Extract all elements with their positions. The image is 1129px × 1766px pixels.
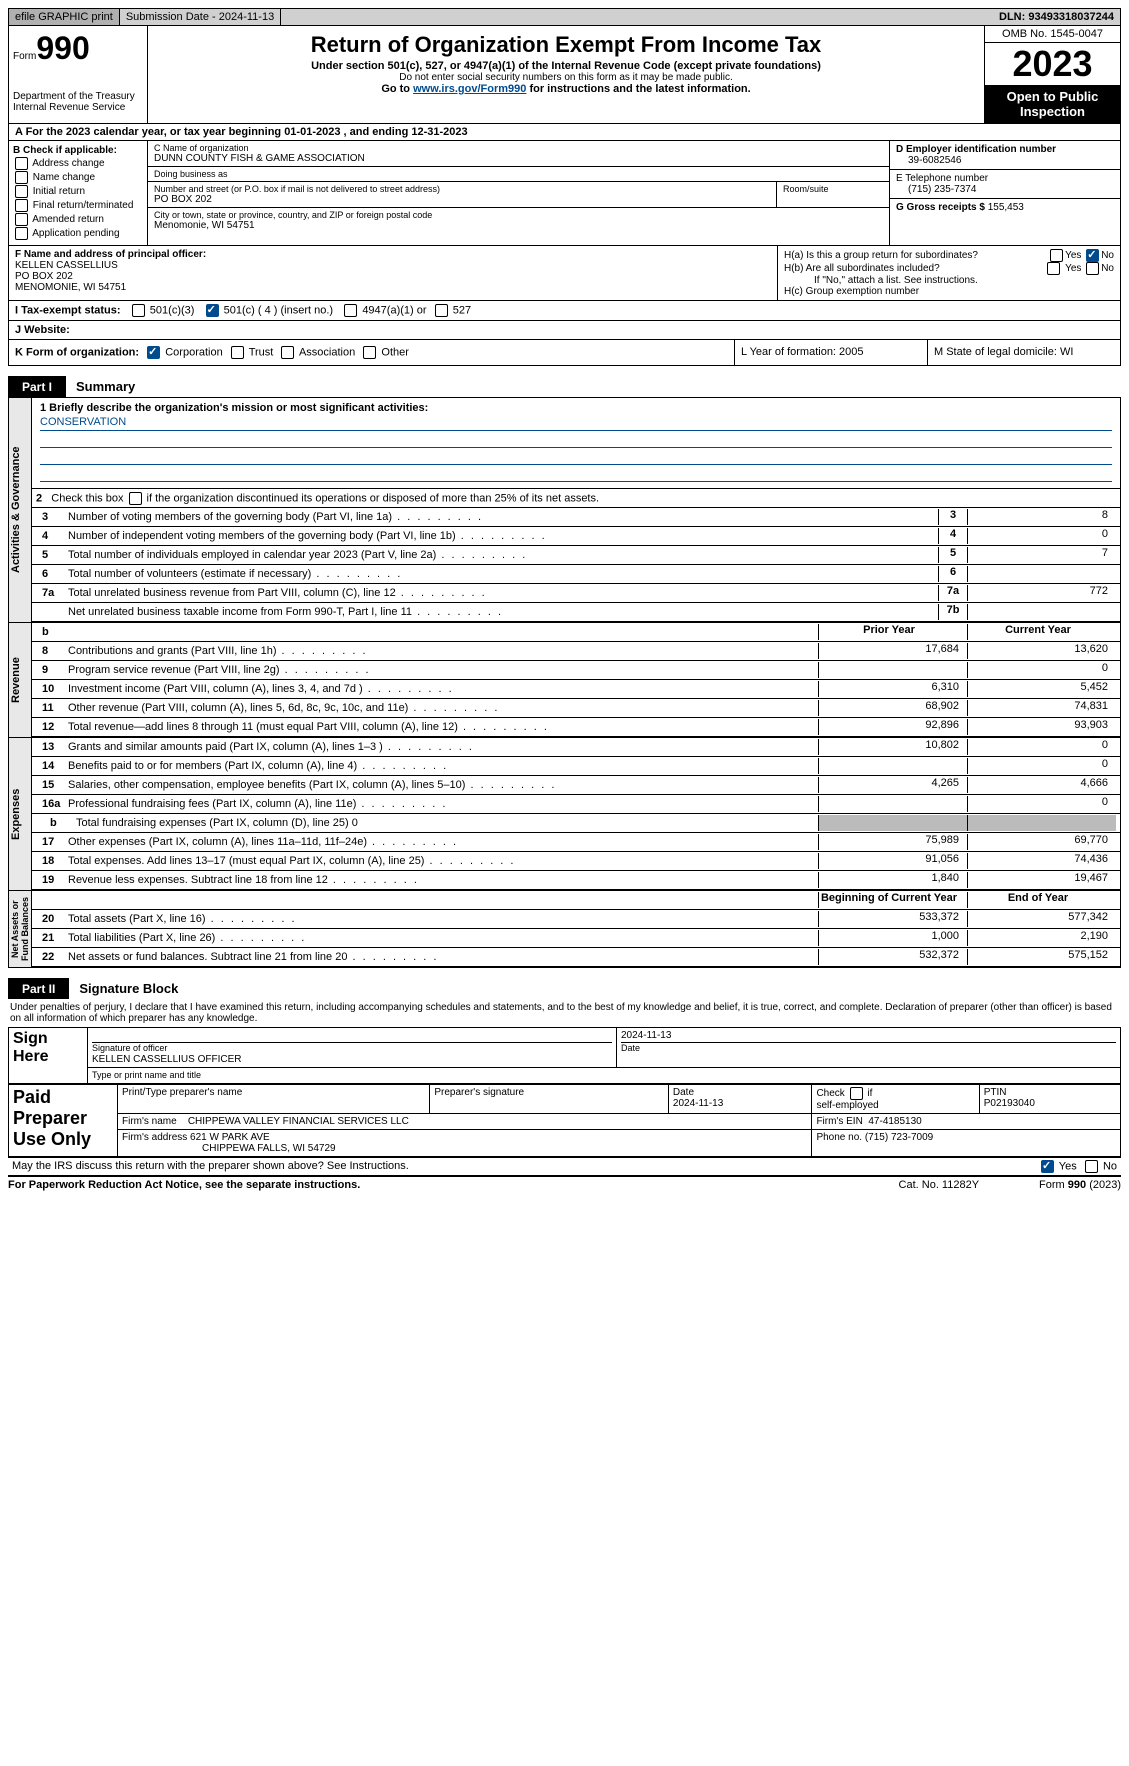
form-title: Return of Organization Exempt From Incom… [152, 32, 980, 58]
top-bar: efile GRAPHIC print Submission Date - 20… [8, 8, 1121, 26]
open-inspection: Open to Public Inspection [985, 85, 1120, 123]
form-number: Form990 [13, 30, 143, 67]
form-header: Form990 Department of the Treasury Inter… [8, 26, 1121, 124]
city-state-zip: Menomonie, WI 54751 [154, 220, 883, 231]
dept-treasury: Department of the Treasury Internal Reve… [13, 91, 143, 113]
dln: DLN: 93493318037244 [993, 9, 1120, 25]
box-f: F Name and address of principal officer:… [9, 246, 777, 300]
na-header: Beginning of Current Year End of Year [32, 891, 1120, 910]
table-row: 18 Total expenses. Add lines 13–17 (must… [32, 852, 1120, 871]
firm-address: 621 W PARK AVE [190, 1132, 270, 1143]
table-row: 22 Net assets or fund balances. Subtract… [32, 948, 1120, 967]
firm-name: CHIPPEWA VALLEY FINANCIAL SERVICES LLC [188, 1116, 409, 1127]
firm-ein: 47-4185130 [868, 1116, 921, 1127]
mission-text: CONSERVATION [40, 416, 1112, 431]
fh-row: F Name and address of principal officer:… [8, 246, 1121, 301]
table-row: 9 Program service revenue (Part VIII, li… [32, 661, 1120, 680]
table-row: 6 Total number of volunteers (estimate i… [32, 565, 1120, 584]
table-row: 17 Other expenses (Part IX, column (A), … [32, 833, 1120, 852]
line-a: A For the 2023 calendar year, or tax yea… [8, 124, 1121, 141]
mission-block: 1 Briefly describe the organization's mi… [32, 398, 1120, 489]
part1-header: Part I Summary [8, 376, 1121, 397]
box-h: H(a) Is this a group return for subordin… [777, 246, 1120, 300]
table-row: 14 Benefits paid to or for members (Part… [32, 757, 1120, 776]
expenses-body: Expenses 13 Grants and similar amounts p… [8, 738, 1121, 891]
perjury-text: Under penalties of perjury, I declare th… [8, 999, 1121, 1027]
info-block: B Check if applicable: Address change Na… [8, 141, 1121, 246]
table-row: 7a Total unrelated business revenue from… [32, 584, 1120, 603]
table-row: 19 Revenue less expenses. Subtract line … [32, 871, 1120, 890]
rev-header: b Prior Year Current Year [32, 623, 1120, 642]
discuss-line: May the IRS discuss this return with the… [8, 1157, 1121, 1175]
org-name: DUNN COUNTY FISH & GAME ASSOCIATION [154, 153, 883, 164]
box-deg: D Employer identification number 39-6082… [889, 141, 1120, 245]
summary-body: Activities & Governance 1 Briefly descri… [8, 397, 1121, 623]
gross-receipts: 155,453 [988, 202, 1024, 213]
line-2: 2 Check this box if the organization dis… [32, 489, 1120, 508]
phone: (715) 235-7374 [896, 184, 976, 195]
paid-preparer-table: Paid Preparer Use Only Print/Type prepar… [8, 1084, 1121, 1157]
part2-header: Part II Signature Block [8, 978, 1121, 999]
box-b: B Check if applicable: Address change Na… [9, 141, 148, 245]
sign-date: 2024-11-13 [621, 1030, 1116, 1043]
vlabel-expenses: Expenses [9, 738, 32, 890]
ptin: P02193040 [984, 1098, 1035, 1109]
efile-button[interactable]: efile GRAPHIC print [9, 9, 120, 25]
ssn-warning: Do not enter social security numbers on … [152, 72, 980, 83]
sign-here-label: Sign Here [9, 1028, 88, 1084]
paid-preparer-label: Paid Preparer Use Only [9, 1085, 118, 1157]
firm-phone: (715) 723-7009 [865, 1132, 933, 1143]
officer-name: KELLEN CASSELLIUS OFFICER [92, 1054, 242, 1065]
ein: 39-6082546 [896, 155, 961, 166]
table-row: 16a Professional fundraising fees (Part … [32, 795, 1120, 814]
netassets-body: Net Assets or Fund Balances Beginning of… [8, 891, 1121, 968]
line-klm: K Form of organization: Corporation Trus… [8, 340, 1121, 366]
table-row: 3 Number of voting members of the govern… [32, 508, 1120, 527]
year-formation: L Year of formation: 2005 [735, 340, 928, 365]
table-row: 15 Salaries, other compensation, employe… [32, 776, 1120, 795]
table-row: 12 Total revenue—add lines 8 through 11 … [32, 718, 1120, 737]
vlabel-netassets: Net Assets or Fund Balances [9, 891, 32, 967]
street-address: PO BOX 202 [154, 194, 770, 205]
vlabel-governance: Activities & Governance [9, 398, 32, 622]
omb-number: OMB No. 1545-0047 [985, 26, 1120, 43]
goto-line: Go to www.irs.gov/Form990 for instructio… [152, 83, 980, 95]
revenue-body: Revenue b Prior Year Current Year 8 Cont… [8, 623, 1121, 738]
state-domicile: M State of legal domicile: WI [928, 340, 1120, 365]
submission-date: Submission Date - 2024-11-13 [120, 9, 281, 25]
table-row: 10 Investment income (Part VIII, column … [32, 680, 1120, 699]
footer: For Paperwork Reduction Act Notice, see … [8, 1175, 1121, 1191]
table-row: 13 Grants and similar amounts paid (Part… [32, 738, 1120, 757]
table-row: 4 Number of independent voting members o… [32, 527, 1120, 546]
preparer-date: 2024-11-13 [673, 1098, 723, 1109]
tax-year: 2023 [985, 43, 1120, 85]
line-i: I Tax-exempt status: 501(c)(3) 501(c) ( … [8, 301, 1121, 321]
table-row: 11 Other revenue (Part VIII, column (A),… [32, 699, 1120, 718]
sign-here-table: Sign Here Signature of officer KELLEN CA… [8, 1027, 1121, 1084]
table-row: 8 Contributions and grants (Part VIII, l… [32, 642, 1120, 661]
table-row: 5 Total number of individuals employed i… [32, 546, 1120, 565]
table-row: 20 Total assets (Part X, line 16) 533,37… [32, 910, 1120, 929]
box-c: C Name of organization DUNN COUNTY FISH … [148, 141, 889, 245]
table-row: 21 Total liabilities (Part X, line 26) 1… [32, 929, 1120, 948]
irs-link[interactable]: www.irs.gov/Form990 [413, 83, 526, 95]
vlabel-revenue: Revenue [9, 623, 32, 737]
form-subtitle: Under section 501(c), 527, or 4947(a)(1)… [152, 60, 980, 72]
table-row: b Total fundraising expenses (Part IX, c… [32, 814, 1120, 833]
line-j: J Website: [8, 321, 1121, 340]
table-row: Net unrelated business taxable income fr… [32, 603, 1120, 622]
